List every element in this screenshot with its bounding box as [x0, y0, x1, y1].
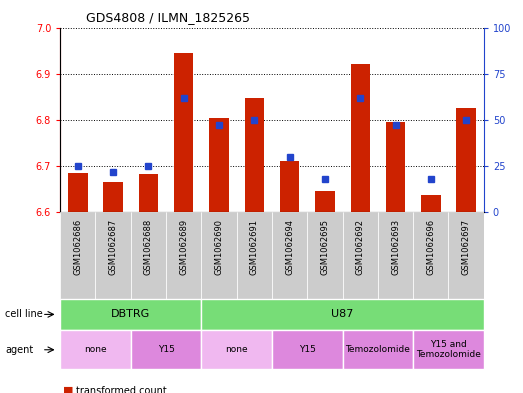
Bar: [457, 108, 476, 212]
Text: Temozolomide: Temozolomide: [345, 345, 411, 354]
Bar: [131, 212, 166, 299]
Text: U87: U87: [332, 309, 354, 320]
Text: GSM1062694: GSM1062694: [285, 219, 294, 275]
Text: none: none: [225, 345, 248, 354]
Text: transformed count: transformed count: [76, 386, 167, 393]
Bar: [60, 212, 95, 299]
Bar: [272, 212, 308, 299]
Bar: [280, 162, 299, 212]
Text: GSM1062686: GSM1062686: [73, 219, 82, 275]
Text: GSM1062696: GSM1062696: [426, 219, 435, 275]
Bar: [104, 182, 123, 212]
Bar: [386, 122, 405, 212]
Text: agent: agent: [5, 345, 33, 355]
Text: GSM1062688: GSM1062688: [144, 219, 153, 275]
Text: Y15: Y15: [157, 345, 175, 354]
Text: GSM1062695: GSM1062695: [321, 219, 329, 275]
Bar: [350, 64, 370, 212]
Text: GSM1062687: GSM1062687: [109, 219, 118, 275]
Bar: [449, 212, 484, 299]
Text: GSM1062691: GSM1062691: [250, 219, 259, 275]
Text: cell line: cell line: [5, 309, 43, 320]
Text: GSM1062689: GSM1062689: [179, 219, 188, 275]
Text: Y15 and
Temozolomide: Y15 and Temozolomide: [416, 340, 481, 360]
Text: Y15: Y15: [299, 345, 316, 354]
Text: GDS4808 / ILMN_1825265: GDS4808 / ILMN_1825265: [86, 11, 251, 24]
Bar: [245, 98, 264, 212]
Text: GSM1062690: GSM1062690: [214, 219, 223, 275]
Bar: [236, 212, 272, 299]
Bar: [315, 191, 335, 212]
Text: ■: ■: [63, 386, 73, 393]
Bar: [343, 212, 378, 299]
Text: none: none: [84, 345, 107, 354]
Text: GSM1062692: GSM1062692: [356, 219, 365, 275]
Bar: [378, 212, 413, 299]
Bar: [413, 212, 449, 299]
Bar: [166, 212, 201, 299]
Bar: [201, 212, 236, 299]
Text: GSM1062693: GSM1062693: [391, 219, 400, 275]
Bar: [421, 195, 440, 212]
Bar: [174, 53, 194, 212]
Bar: [68, 173, 87, 212]
Bar: [307, 212, 343, 299]
Bar: [209, 118, 229, 212]
Bar: [139, 174, 158, 212]
Bar: [95, 212, 131, 299]
Text: GSM1062697: GSM1062697: [462, 219, 471, 275]
Text: DBTRG: DBTRG: [111, 309, 151, 320]
